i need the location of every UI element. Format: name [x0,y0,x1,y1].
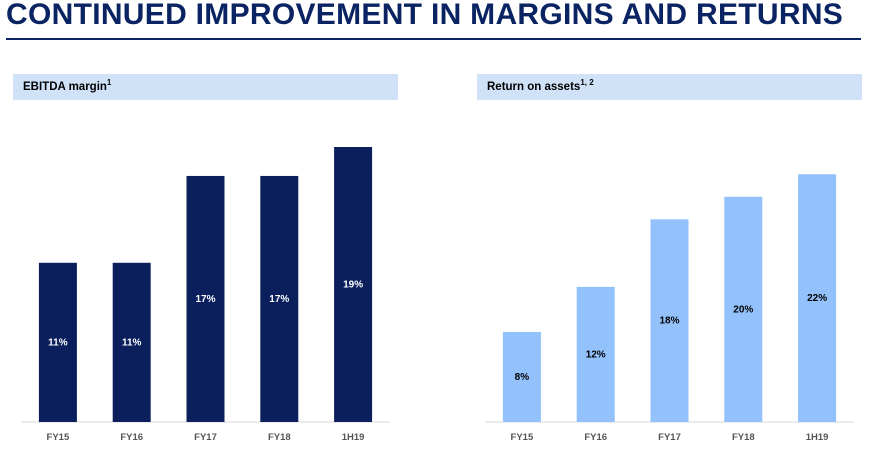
roa-tick-label: FY18 [732,432,755,443]
roa-panel-header: Return on assets1, 2 [477,74,862,100]
roa-tick-label: FY15 [511,432,534,443]
roa-value-label: 20% [733,304,753,315]
ebitda-bar-fy18 [260,175,299,422]
roa-value-label: 12% [586,349,606,360]
roa-tick-label: FY16 [584,432,607,443]
roa-value-label: 18% [659,316,679,327]
roa-bar-fy18 [724,196,763,422]
ebitda-bar-fy15 [38,262,77,422]
roa-value-label: 8% [515,372,530,383]
ebitda-bar-1h19 [334,147,373,422]
roa-bar-fy15 [502,331,541,422]
roa-header-label: Return on assets [487,81,581,93]
roa-bar-fy16 [576,286,615,422]
roa-tick-label: 1H19 [806,432,829,443]
ebitda-header-footnote: 1 [106,78,112,88]
ebitda-bar-fy17 [186,175,225,422]
ebitda-tick-label: FY15 [47,432,70,443]
ebitda-tick-label: FY18 [268,432,291,443]
ebitda-panel-header: EBITDA margin1 [13,74,398,100]
roa-value-label: 22% [807,293,827,304]
ebitda-header-label: EBITDA margin [23,81,107,93]
ebitda-tick-label: 1H19 [342,432,365,443]
ebitda-bar-fy16 [112,262,151,422]
ebitda-chart: 11% FY15 11% FY16 17% FY17 17% FY18 19% 1H19 [21,147,390,443]
ebitda-value-label: 11% [122,337,142,348]
roa-header-footnote: 1, 2 [580,78,594,88]
ebitda-tick-label: FY17 [194,432,217,443]
roa-bar-fy17 [650,219,689,422]
ebitda-value-label: 17% [195,294,215,305]
roa-bar-1h19 [798,174,837,422]
title-divider [6,38,861,40]
page-title: CONTINUED IMPROVEMENT IN MARGINS AND RET… [6,0,844,31]
ebitda-value-label: 19% [343,280,363,291]
roa-chart: 8% FY15 12% FY16 18% FY17 20% FY18 22% 1H19 [485,174,854,443]
roa-tick-label: FY17 [658,432,681,443]
ebitda-tick-label: FY16 [120,432,143,443]
ebitda-value-label: 11% [48,337,68,348]
ebitda-value-label: 17% [269,294,289,305]
